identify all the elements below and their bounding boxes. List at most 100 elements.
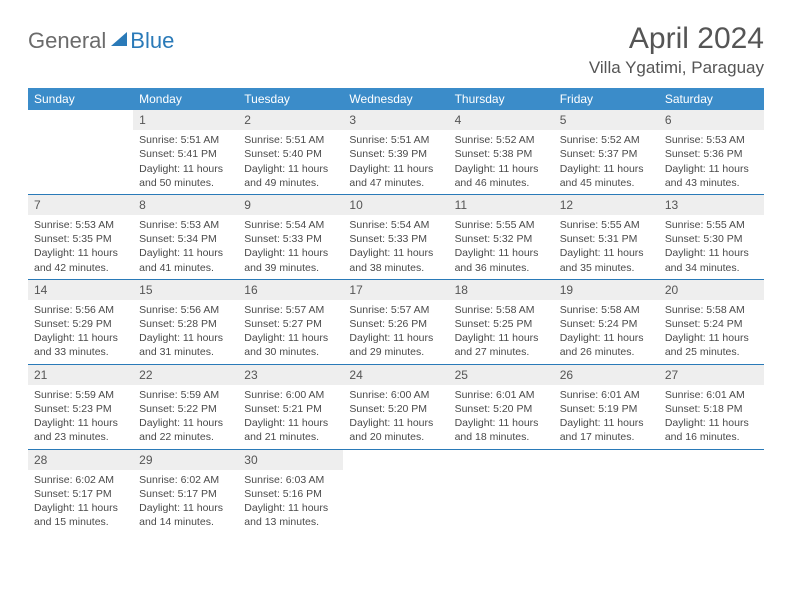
daylight-line: Daylight: 11 hours and 22 minutes. [139, 416, 232, 444]
day-number: 25 [449, 365, 554, 385]
daylight-line: Daylight: 11 hours and 18 minutes. [455, 416, 548, 444]
sunrise-line: Sunrise: 5:55 AM [455, 218, 548, 232]
sunrise-line: Sunrise: 5:52 AM [560, 133, 653, 147]
sunrise-line: Sunrise: 5:51 AM [244, 133, 337, 147]
sunset-line: Sunset: 5:31 PM [560, 232, 653, 246]
weekday-header: Tuesday [238, 88, 343, 110]
calendar-cell: 24Sunrise: 6:00 AMSunset: 5:20 PMDayligh… [343, 364, 448, 449]
day-number: 22 [133, 365, 238, 385]
sunrise-line: Sunrise: 6:02 AM [34, 473, 127, 487]
sunset-line: Sunset: 5:34 PM [139, 232, 232, 246]
weekday-header: Thursday [449, 88, 554, 110]
calendar-cell: 21Sunrise: 5:59 AMSunset: 5:23 PMDayligh… [28, 364, 133, 449]
calendar-cell: 6Sunrise: 5:53 AMSunset: 5:36 PMDaylight… [659, 110, 764, 194]
calendar-header: SundayMondayTuesdayWednesdayThursdayFrid… [28, 88, 764, 110]
brand-part1: General [28, 28, 106, 54]
sunrise-line: Sunrise: 5:53 AM [139, 218, 232, 232]
sunrise-line: Sunrise: 6:01 AM [455, 388, 548, 402]
calendar-cell: 20 Sunrise: 5:58 AMSunset: 5:24 PMDayligh… [659, 279, 764, 364]
sunset-line: Sunset: 5:40 PM [244, 147, 337, 161]
calendar-cell [554, 449, 659, 533]
day-details: Sunrise: 6:00 AMSunset: 5:20 PMDaylight:… [343, 385, 448, 449]
daylight-line: Daylight: 11 hours and 23 minutes. [34, 416, 127, 444]
calendar-cell: 15Sunrise: 5:56 AMSunset: 5:28 PMDayligh… [133, 279, 238, 364]
month-title: April 2024 [589, 22, 764, 56]
day-number: 20 [659, 280, 764, 300]
sunset-line: Sunset: 5:17 PM [34, 487, 127, 501]
sunset-line: Sunset: 5:16 PM [244, 487, 337, 501]
day-number: 29 [133, 450, 238, 470]
calendar-cell: 16Sunrise: 5:57 AMSunset: 5:27 PMDayligh… [238, 279, 343, 364]
day-number: 12 [554, 195, 659, 215]
sunset-line: Sunset: 5:26 PM [349, 317, 442, 331]
daylight-line: Daylight: 11 hours and 38 minutes. [349, 246, 442, 274]
day-number: 24 [343, 365, 448, 385]
day-details: Sunrise: 6:02 AMSunset: 5:17 PMDaylight:… [28, 470, 133, 534]
sunset-line: Sunset: 5:25 PM [455, 317, 548, 331]
calendar-cell: 22Sunrise: 5:59 AMSunset: 5:22 PMDayligh… [133, 364, 238, 449]
location-label: Villa Ygatimi, Paraguay [589, 58, 764, 78]
sunrise-line: Sunrise: 5:58 AM [560, 303, 653, 317]
daylight-line: Daylight: 11 hours and 42 minutes. [34, 246, 127, 274]
sunrise-line: Sunrise: 5:59 AM [139, 388, 232, 402]
day-details: Sunrise: 6:01 AMSunset: 5:18 PMDaylight:… [659, 385, 764, 449]
day-details: Sunrise: 5:57 AMSunset: 5:26 PMDaylight:… [343, 300, 448, 364]
calendar-cell: 19Sunrise: 5:58 AMSunset: 5:24 PMDayligh… [554, 279, 659, 364]
daylight-line: Daylight: 11 hours and 33 minutes. [34, 331, 127, 359]
calendar-cell: 3Sunrise: 5:51 AMSunset: 5:39 PMDaylight… [343, 110, 448, 194]
day-details: Sunrise: 5:55 AMSunset: 5:31 PMDaylight:… [554, 215, 659, 279]
sunset-line: Sunset: 5:24 PM [665, 317, 758, 331]
day-number: 26 [554, 365, 659, 385]
day-details: Sunrise: 5:57 AMSunset: 5:27 PMDaylight:… [238, 300, 343, 364]
calendar-cell: 25Sunrise: 6:01 AMSunset: 5:20 PMDayligh… [449, 364, 554, 449]
day-number: 17 [343, 280, 448, 300]
calendar-cell: 29Sunrise: 6:02 AMSunset: 5:17 PMDayligh… [133, 449, 238, 533]
sunset-line: Sunset: 5:19 PM [560, 402, 653, 416]
daylight-line: Daylight: 11 hours and 17 minutes. [560, 416, 653, 444]
sunrise-line: Sunrise: 5:53 AM [34, 218, 127, 232]
day-details: Sunrise: 5:54 AMSunset: 5:33 PMDaylight:… [343, 215, 448, 279]
sunset-line: Sunset: 5:35 PM [34, 232, 127, 246]
calendar-cell: 30Sunrise: 6:03 AMSunset: 5:16 PMDayligh… [238, 449, 343, 533]
weekday-header: Friday [554, 88, 659, 110]
day-details: Sunrise: 5:58 AMSunset: 5:25 PMDaylight:… [449, 300, 554, 364]
sunrise-line: Sunrise: 5:55 AM [665, 218, 758, 232]
sunrise-line: Sunrise: 6:00 AM [244, 388, 337, 402]
day-details: Sunrise: 5:56 AMSunset: 5:29 PMDaylight:… [28, 300, 133, 364]
sunrise-line: Sunrise: 6:00 AM [349, 388, 442, 402]
sunset-line: Sunset: 5:21 PM [244, 402, 337, 416]
day-number: 28 [28, 450, 133, 470]
daylight-line: Daylight: 11 hours and 25 minutes. [665, 331, 758, 359]
weekday-header: Monday [133, 88, 238, 110]
sunrise-line: Sunrise: 5:59 AM [34, 388, 127, 402]
calendar-cell: 23Sunrise: 6:00 AMSunset: 5:21 PMDayligh… [238, 364, 343, 449]
day-details: Sunrise: 5:59 AMSunset: 5:22 PMDaylight:… [133, 385, 238, 449]
day-number: 2 [238, 110, 343, 130]
sunset-line: Sunset: 5:33 PM [244, 232, 337, 246]
calendar-cell: 12Sunrise: 5:55 AMSunset: 5:31 PMDayligh… [554, 194, 659, 279]
daylight-line: Daylight: 11 hours and 27 minutes. [455, 331, 548, 359]
sunset-line: Sunset: 5:23 PM [34, 402, 127, 416]
calendar-cell: 13Sunrise: 5:55 AMSunset: 5:30 PMDayligh… [659, 194, 764, 279]
day-details: Sunrise: 5:59 AMSunset: 5:23 PMDaylight:… [28, 385, 133, 449]
day-number: 21 [28, 365, 133, 385]
calendar-cell: 17Sunrise: 5:57 AMSunset: 5:26 PMDayligh… [343, 279, 448, 364]
day-number: 1 [133, 110, 238, 130]
title-block: April 2024 Villa Ygatimi, Paraguay [589, 22, 764, 78]
sunset-line: Sunset: 5:39 PM [349, 147, 442, 161]
sunrise-line: Sunrise: 5:54 AM [349, 218, 442, 232]
day-number: 10 [343, 195, 448, 215]
day-number: 19 [554, 280, 659, 300]
sail-icon [111, 32, 127, 46]
day-number: 13 [659, 195, 764, 215]
calendar-cell: 7Sunrise: 5:53 AMSunset: 5:35 PMDaylight… [28, 194, 133, 279]
calendar-cell: 28Sunrise: 6:02 AMSunset: 5:17 PMDayligh… [28, 449, 133, 533]
sunrise-line: Sunrise: 5:58 AM [665, 303, 758, 317]
brand-part2: Blue [130, 28, 174, 54]
day-details: Sunrise: 5:55 AMSunset: 5:32 PMDaylight:… [449, 215, 554, 279]
daylight-line: Daylight: 11 hours and 47 minutes. [349, 162, 442, 190]
day-details: Sunrise: 5:51 AMSunset: 5:41 PMDaylight:… [133, 130, 238, 194]
calendar-cell: 14Sunrise: 5:56 AMSunset: 5:29 PMDayligh… [28, 279, 133, 364]
day-details: Sunrise: 5:54 AMSunset: 5:33 PMDaylight:… [238, 215, 343, 279]
brand-logo: General Blue [28, 28, 174, 54]
